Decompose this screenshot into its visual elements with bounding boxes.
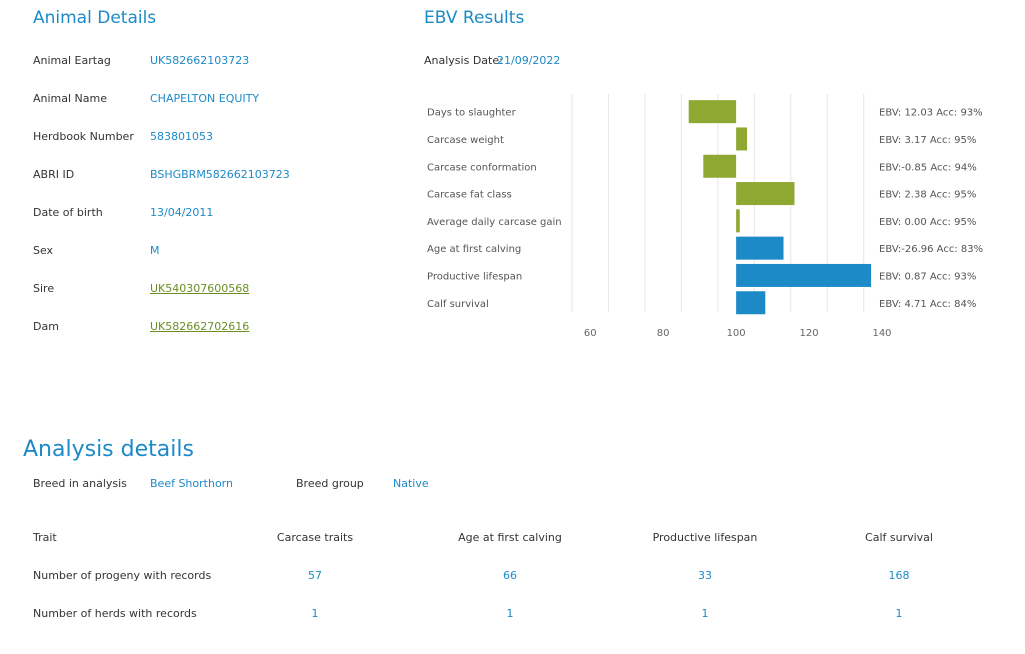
ebv-bar: [736, 236, 784, 260]
breed-group-label: Breed group: [296, 477, 364, 490]
x-tick-label: 60: [584, 328, 597, 339]
animal-details-title: Animal Details: [33, 8, 157, 28]
eartag-value: UK582662103723: [150, 54, 250, 67]
trait-label: Carcase weight: [427, 135, 504, 146]
progeny-row-label: Number of progeny with records: [33, 569, 212, 582]
sire-label: Sire: [33, 282, 55, 295]
sex-label: Sex: [33, 244, 54, 257]
ebv-bar: [688, 100, 737, 124]
progeny-calf-survival-value: 168: [888, 569, 910, 582]
x-tick-label: 80: [657, 328, 670, 339]
animal-name-label: Animal Name: [33, 92, 108, 105]
dam-label: Dam: [33, 320, 59, 333]
x-tick-label: 120: [800, 328, 819, 339]
herds-row-label: Number of herds with records: [33, 607, 197, 620]
trait-label: Days to slaughter: [427, 108, 517, 119]
ebv-value-label: EBV: 12.03 Acc: 93%: [879, 108, 983, 119]
progeny-age-first-calving-value: 66: [503, 569, 517, 582]
trait-label: Calf survival: [427, 299, 489, 310]
breed-in-analysis-label: Breed in analysis: [33, 477, 127, 490]
ebv-bar: [703, 154, 737, 178]
progeny-productive-lifespan-value: 33: [698, 569, 712, 582]
trait-label: Age at first calving: [427, 244, 521, 255]
abri-id-label: ABRI ID: [33, 168, 75, 181]
breed-in-analysis-value: Beef Shorthorn: [150, 477, 233, 490]
analysis-details-title: Analysis details: [23, 437, 194, 462]
ebv-value-label: EBV: 0.87 Acc: 93%: [879, 271, 976, 282]
x-tick-label: 140: [872, 328, 891, 339]
analysis-date-label: Analysis Date:: [424, 54, 503, 67]
herds-carcase-value: 1: [311, 607, 319, 620]
trait-label: Productive lifespan: [427, 271, 522, 282]
breed-group-value: Native: [393, 477, 429, 490]
table-header-age-first-calving: Age at first calving: [458, 531, 562, 544]
ebv-bar: [736, 291, 766, 315]
sex-value: M: [150, 244, 160, 257]
progeny-carcase-value: 57: [308, 569, 322, 582]
herds-calf-survival-value: 1: [895, 607, 903, 620]
table-header-productive-lifespan: Productive lifespan: [652, 531, 758, 544]
dob-value: 13/04/2011: [150, 206, 214, 219]
trait-label: Carcase fat class: [427, 190, 512, 201]
table-header-carcase: Carcase traits: [276, 531, 354, 544]
herds-age-first-calving-value: 1: [506, 607, 514, 620]
ebv-bar: [736, 209, 740, 233]
trait-label: Average daily carcase gain: [427, 217, 562, 228]
ebv-bar-chart: 60 80 100 120 140 Days to slaughter EBV: 12.03…: [427, 94, 983, 339]
animal-name-value: CHAPELTON EQUITY: [150, 92, 260, 105]
herds-productive-lifespan-value: 1: [701, 607, 709, 620]
table-header-trait: Trait: [33, 531, 57, 544]
ebv-results-title: EBV Results: [424, 8, 525, 28]
herdbook-value: 583801053: [150, 130, 213, 143]
ebv-value-label: EBV: 4.71 Acc: 84%: [879, 299, 976, 310]
analysis-date-value: 21/09/2022: [497, 54, 561, 67]
ebv-bar: [736, 127, 748, 151]
ebv-value-label: EBV:-0.85 Acc: 94%: [879, 162, 977, 173]
ebv-value-label: EBV: 0.00 Acc: 95%: [879, 217, 976, 228]
ebv-value-label: EBV:-26.96 Acc: 83%: [879, 244, 983, 255]
trait-label: Carcase conformation: [427, 162, 537, 173]
ebv-value-label: EBV: 2.38 Acc: 95%: [879, 190, 976, 201]
sire-link[interactable]: UK540307600568: [150, 282, 250, 295]
dam-link[interactable]: UK582662702616: [150, 320, 250, 333]
ebv-value-label: EBV: 3.17 Acc: 95%: [879, 135, 976, 146]
abri-id-value: BSHGBRM582662103723: [150, 168, 290, 181]
eartag-label: Animal Eartag: [33, 54, 111, 67]
ebv-bar: [736, 263, 872, 287]
dob-label: Date of birth: [33, 206, 103, 219]
table-header-calf-survival: Calf survival: [865, 531, 933, 544]
herdbook-label: Herdbook Number: [33, 130, 134, 143]
ebv-bar: [736, 182, 795, 206]
x-tick-label: 100: [727, 328, 746, 339]
